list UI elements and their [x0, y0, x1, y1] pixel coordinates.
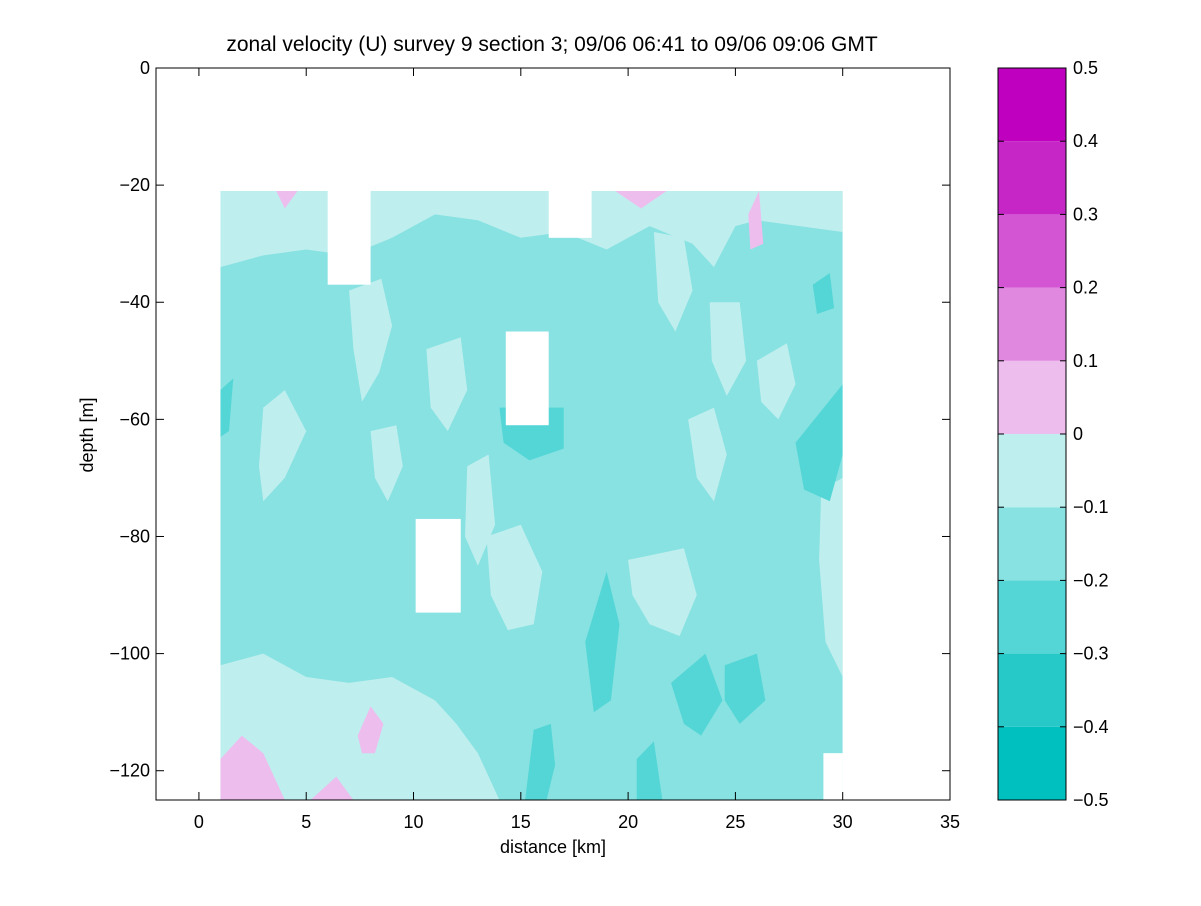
colorbar-swatch	[998, 360, 1066, 434]
velocity-contour-region	[795, 384, 843, 502]
colorbar-swatch	[998, 507, 1066, 581]
colorbar-tick-label: 0.3	[1073, 204, 1098, 224]
velocity-contour-region	[819, 477, 843, 677]
x-axis-label: distance [km]	[500, 837, 606, 857]
velocity-contour-region	[636, 741, 663, 800]
velocity-contour-region	[370, 425, 403, 502]
colorbar-tick-label: 0.5	[1073, 58, 1098, 78]
colorbar-tick-label: 0.1	[1073, 351, 1098, 371]
colorbar-swatch	[998, 434, 1066, 508]
velocity-contour-region	[688, 407, 727, 502]
colorbar-tick-label: 0.2	[1073, 278, 1098, 298]
velocity-contour-region	[709, 302, 747, 396]
velocity-contour-region	[628, 548, 697, 636]
y-tick-label: −80	[119, 526, 150, 546]
colorbar-tick-label: 0	[1073, 424, 1083, 444]
velocity-contour-region	[671, 653, 723, 736]
colorbar-tick-labels: −0.5 −0.4 −0.3 −0.2 −0.1 0 0.1 0.2 0.3 0.4 0.5	[1073, 58, 1109, 810]
velocity-contour-region	[276, 191, 298, 209]
velocity-contour-region	[724, 653, 766, 724]
velocity-contour-region	[259, 390, 307, 502]
colorbar-swatch	[998, 214, 1066, 288]
y-tick-label: −120	[109, 761, 150, 781]
velocity-contour-region	[220, 378, 234, 437]
velocity-contour-region	[748, 191, 764, 250]
velocity-contour-region	[486, 524, 543, 631]
colorbar-swatch	[998, 141, 1066, 215]
missing-data-gap	[505, 331, 549, 426]
axes	[155, 67, 951, 801]
y-tick-label: 0	[140, 58, 150, 78]
y-tick-label: −40	[119, 292, 150, 312]
velocity-contour-region	[756, 343, 796, 420]
colorbar-swatch	[998, 287, 1066, 361]
colorbar-swatch	[998, 68, 1066, 142]
missing-data-gap	[548, 190, 592, 238]
colorbar-swatch	[998, 580, 1066, 654]
colorbar-tick-label: 0.4	[1073, 131, 1098, 151]
x-tick-labels: 0 5 10 15 20 25 30 35	[194, 812, 960, 832]
x-tick-label: 0	[194, 812, 204, 832]
axes-box	[155, 67, 951, 801]
velocity-contour-region	[525, 723, 556, 800]
velocity-contour-region	[812, 273, 835, 314]
velocity-contour-region	[615, 191, 667, 209]
velocity-contour-region	[310, 776, 354, 800]
velocity-contour-region	[426, 337, 468, 432]
velocity-contour-region	[349, 278, 393, 402]
velocity-contour-region	[220, 653, 500, 800]
x-tick-label: 15	[511, 812, 531, 832]
y-tick-labels: 0 −20 −40 −60 −80 −100 −120	[109, 58, 150, 781]
x-tick-label: 30	[833, 812, 853, 832]
missing-data-gaps	[327, 190, 843, 800]
colorbar-tick-label: −0.3	[1073, 644, 1109, 664]
x-tick-label: 5	[301, 812, 311, 832]
colorbar-tick-label: −0.2	[1073, 570, 1109, 590]
y-tick-label: −20	[119, 175, 150, 195]
missing-data-gap	[823, 753, 843, 800]
x-tick-label: 35	[940, 812, 960, 832]
y-tick-label: −100	[109, 644, 150, 664]
x-tick-label: 20	[618, 812, 638, 832]
velocity-field	[220, 190, 843, 800]
velocity-contour-region	[357, 706, 384, 754]
chart-title: zonal velocity (U) survey 9 section 3; 0…	[226, 33, 878, 56]
colorbar-tick-label: −0.4	[1073, 717, 1109, 737]
velocity-contour-region	[220, 191, 843, 268]
colorbar-swatch	[998, 726, 1066, 800]
x-tick-label: 10	[403, 812, 423, 832]
y-axis-label: depth [m]	[77, 397, 97, 472]
colorbar-swatch	[998, 653, 1066, 727]
y-tick-label: −60	[119, 409, 150, 429]
velocity-contour-region	[585, 571, 620, 713]
colorbar-tick-label: −0.1	[1073, 497, 1109, 517]
missing-data-gap	[327, 190, 371, 285]
x-tick-label: 25	[725, 812, 745, 832]
colorbar-tick-label: −0.5	[1073, 790, 1109, 810]
velocity-contour-region	[220, 735, 285, 800]
velocity-contour-region	[653, 232, 693, 332]
colorbar	[997, 67, 1067, 801]
missing-data-gap	[415, 518, 461, 613]
